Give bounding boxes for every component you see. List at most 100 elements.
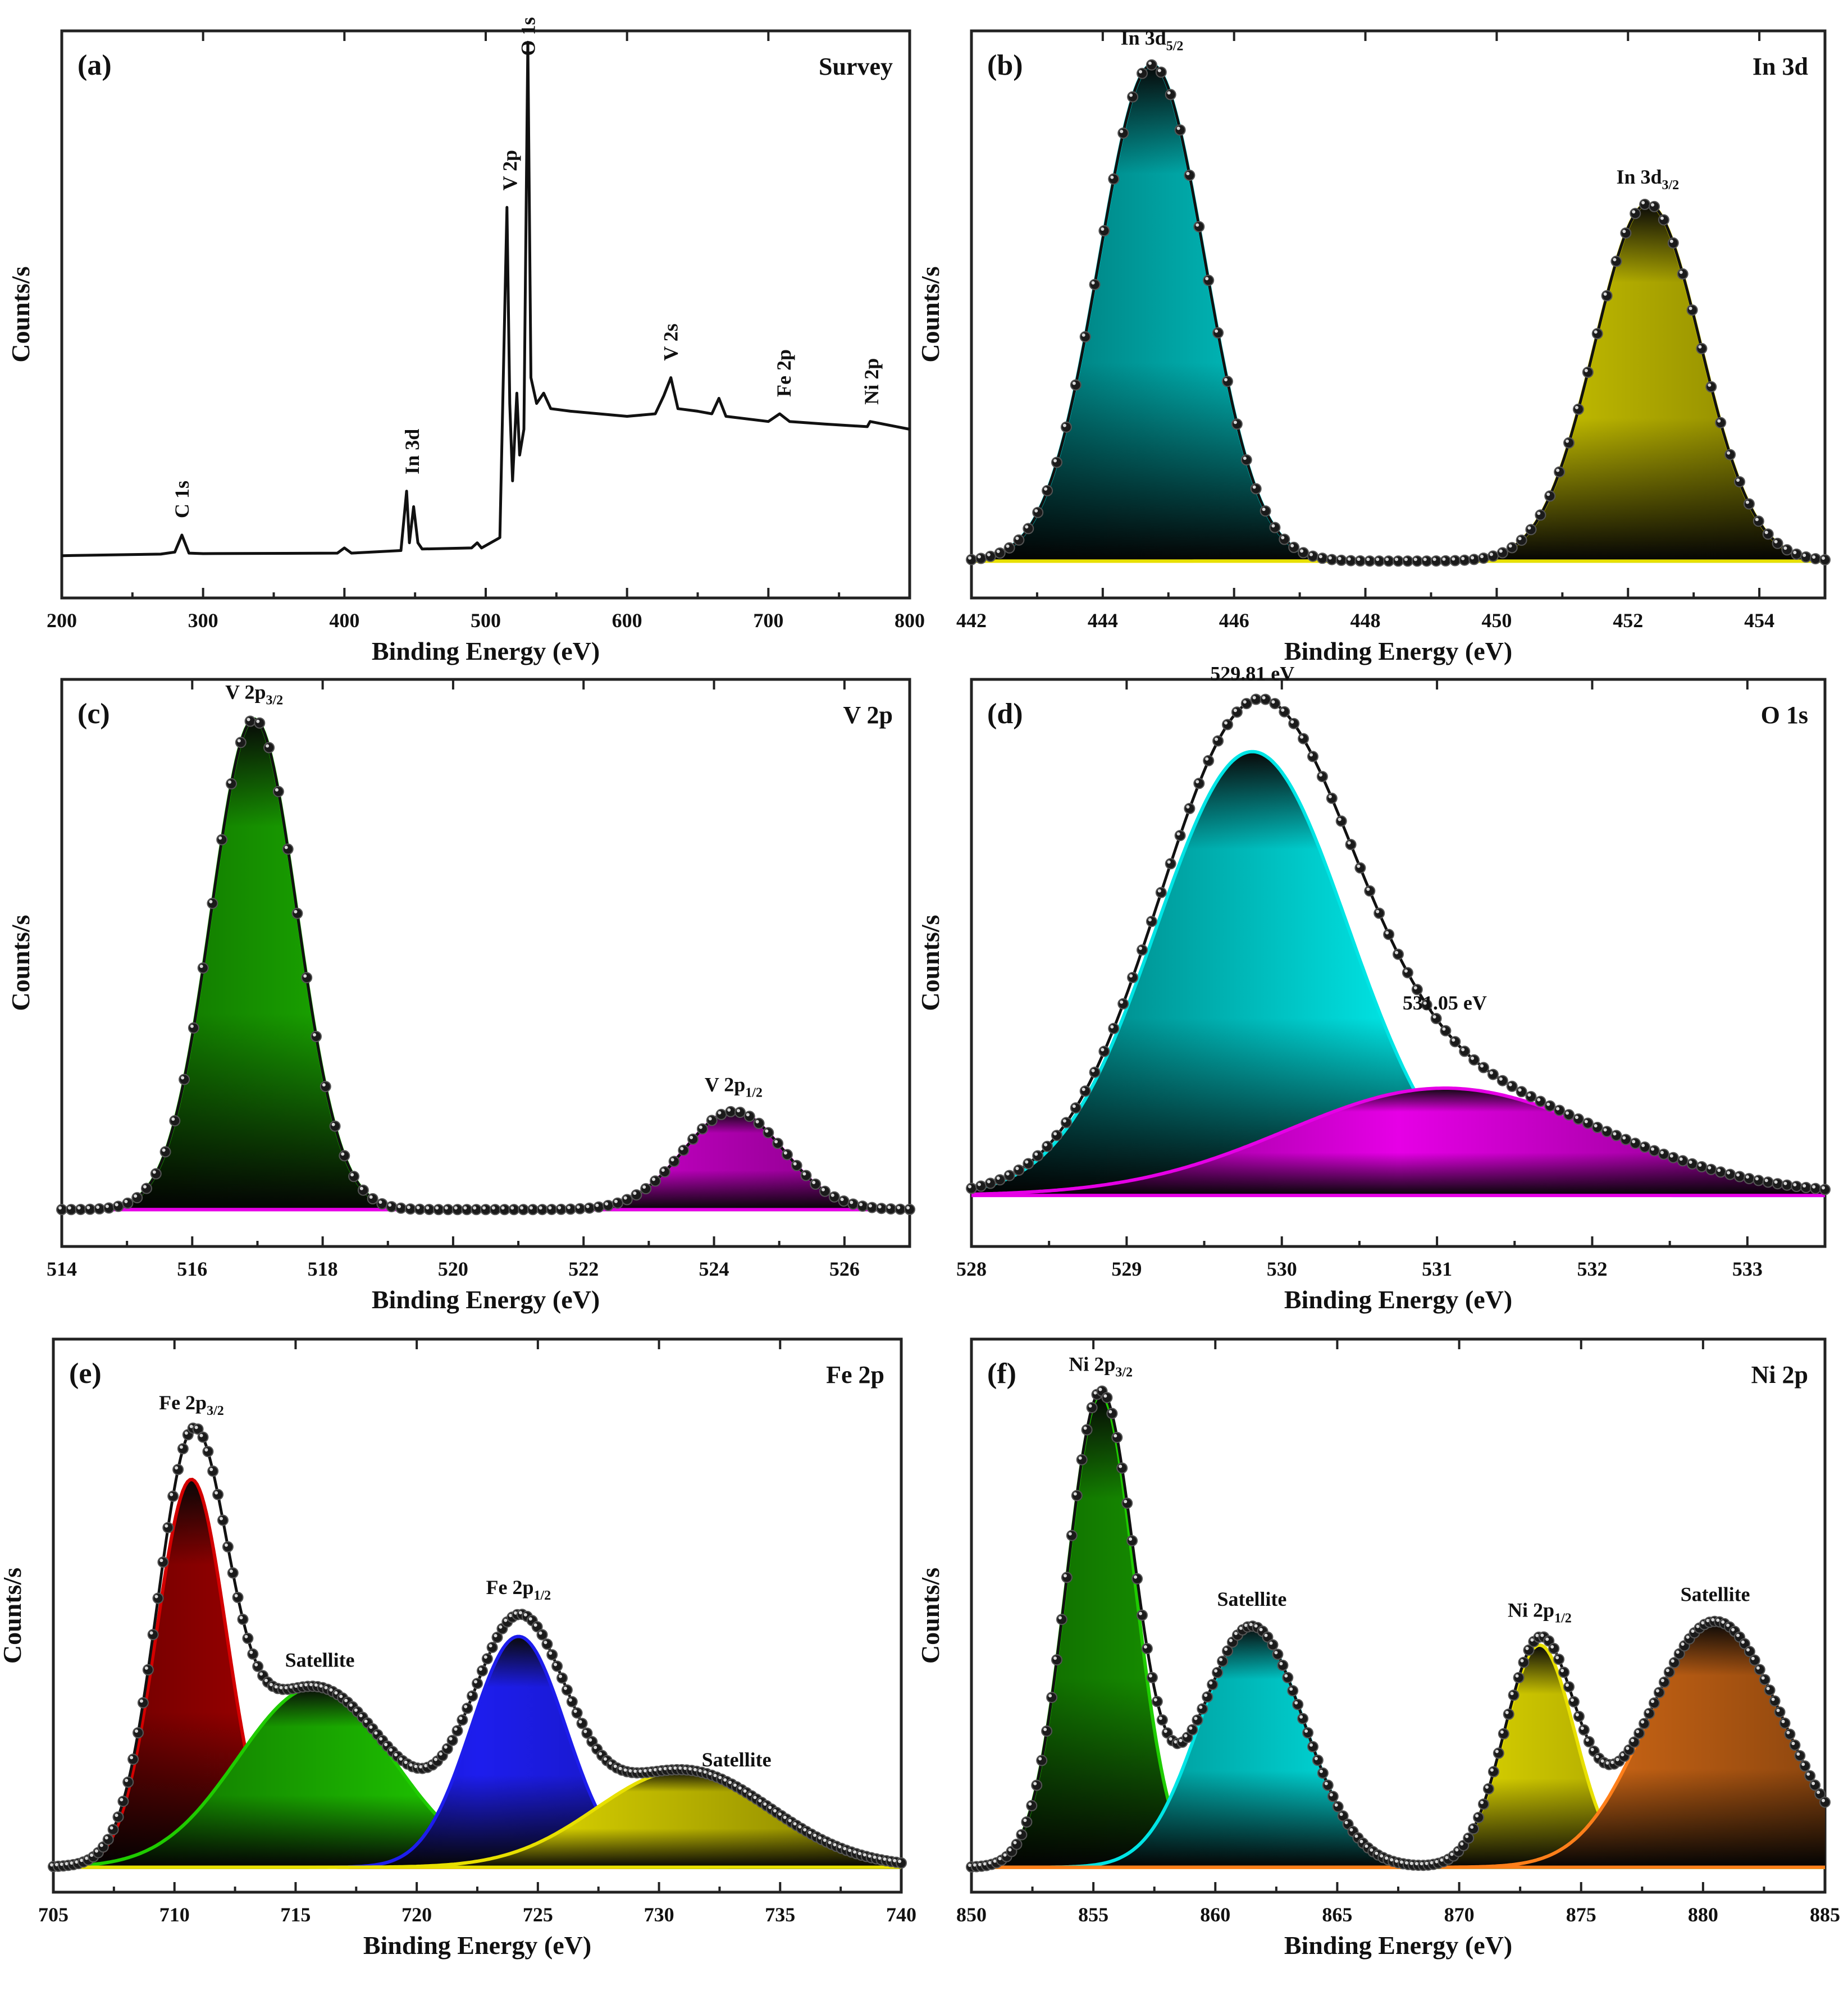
data-point-highlight [1044, 487, 1048, 491]
data-point-highlight [1176, 832, 1180, 836]
data-point-highlight [1062, 1119, 1066, 1123]
data-point [1743, 498, 1755, 510]
data-point-highlight [1636, 1730, 1640, 1733]
data-point-highlight [628, 1769, 632, 1773]
data-point-highlight [1489, 552, 1493, 556]
data-point-highlight [67, 1206, 71, 1210]
data-point-highlight [1530, 1638, 1534, 1642]
data-point [1506, 542, 1518, 554]
data-point [107, 1824, 119, 1835]
x-tick-label: 300 [188, 609, 218, 632]
data-point-highlight [86, 1205, 90, 1209]
data-point-highlight [259, 1672, 263, 1676]
data-point [1222, 376, 1233, 387]
peak-label: Fe 2p1/2 [486, 1576, 551, 1603]
data-point [1312, 1755, 1324, 1766]
data-point [1633, 1728, 1645, 1739]
data-point-highlight [1262, 696, 1266, 700]
x-tick-label: 452 [1613, 609, 1643, 632]
panel-label: (f) [987, 1358, 1016, 1390]
data-point-highlight [614, 1199, 618, 1203]
data-point [1036, 1755, 1048, 1766]
data-point-highlight [1304, 1729, 1308, 1733]
data-point [1601, 1126, 1613, 1138]
x-tick-label: 518 [308, 1258, 338, 1280]
data-point-highlight [125, 1779, 129, 1782]
data-point [1554, 466, 1566, 478]
data-point-highlight [802, 1172, 806, 1176]
data-point [1269, 522, 1281, 533]
data-point [1525, 524, 1537, 536]
data-point-highlight [1655, 1689, 1659, 1693]
data-point [1279, 533, 1290, 545]
data-point-highlight [1224, 1647, 1228, 1651]
peak-label: Ni 2p3/2 [1069, 1353, 1133, 1380]
data-point-highlight [1761, 1676, 1765, 1680]
data-point-highlight [599, 1752, 603, 1756]
data-point [1459, 1045, 1471, 1057]
data-point [84, 1203, 96, 1215]
data-point-highlight [755, 1120, 759, 1124]
data-point-highlight [309, 1683, 313, 1687]
data-point-highlight [887, 1205, 891, 1209]
x-tick-label: 526 [829, 1258, 860, 1280]
data-point [167, 1490, 179, 1502]
data-point-highlight [1432, 558, 1436, 561]
x-tick-label: 720 [401, 1903, 432, 1926]
data-point [1316, 552, 1328, 564]
data-point-highlight [1048, 1694, 1052, 1698]
data-point-highlight [331, 1122, 335, 1126]
data-point [1804, 1770, 1816, 1782]
data-point-highlight [1490, 1768, 1494, 1772]
panel-a: 200 300 400 500 600 700 800 Binding Energy (eV)… [6, 17, 925, 665]
data-point-highlight [256, 719, 260, 723]
data-point-highlight [234, 1594, 238, 1597]
data-point [462, 1702, 473, 1714]
data-point-highlight [1120, 130, 1124, 134]
data-point-highlight [529, 1206, 533, 1210]
data-point-highlight [434, 1757, 437, 1761]
data-point-highlight [1651, 1700, 1654, 1704]
data-point [1487, 550, 1499, 562]
data-point [1354, 862, 1366, 874]
data-point [1487, 1766, 1499, 1778]
data-point [1364, 885, 1376, 897]
data-point [1653, 1687, 1665, 1698]
data-point [367, 1193, 378, 1204]
data-point [442, 1204, 454, 1216]
data-point [103, 1202, 115, 1214]
data-point [1800, 551, 1812, 563]
data-point [446, 1734, 458, 1746]
peak-label-subscript: 3/2 [1662, 178, 1680, 193]
data-point [1518, 1656, 1530, 1668]
data-point-highlight [1404, 969, 1408, 973]
data-point [1568, 1696, 1580, 1707]
data-point-highlight [1129, 93, 1133, 97]
data-point-highlight [1179, 1738, 1183, 1742]
data-point-highlight [1641, 1144, 1645, 1147]
data-point [1374, 907, 1385, 919]
data-point-highlight [1527, 526, 1531, 530]
data-point-highlight [394, 1753, 398, 1757]
data-point [994, 547, 1006, 559]
data-point-highlight [1199, 1705, 1203, 1709]
data-point-highlight [563, 1686, 567, 1690]
component-shade [971, 65, 1825, 561]
data-point [725, 1106, 737, 1117]
data-point [1184, 170, 1196, 181]
data-point-highlight [893, 1858, 897, 1862]
data-point-highlight [1711, 1618, 1715, 1622]
data-point [1734, 1171, 1745, 1182]
data-point-highlight [130, 1756, 134, 1760]
data-point-highlight [1124, 1500, 1128, 1504]
data-point-highlight [1329, 1793, 1333, 1797]
data-point-highlight [812, 1181, 816, 1184]
data-point-highlight [633, 1191, 637, 1195]
data-point-highlight [322, 1083, 326, 1087]
x-tick-label: 870 [1444, 1903, 1475, 1926]
data-point [237, 1614, 249, 1625]
data-point-highlight [1215, 737, 1219, 741]
data-point-highlight [673, 1766, 677, 1770]
data-point [1212, 1666, 1224, 1678]
data-point [404, 1203, 416, 1215]
